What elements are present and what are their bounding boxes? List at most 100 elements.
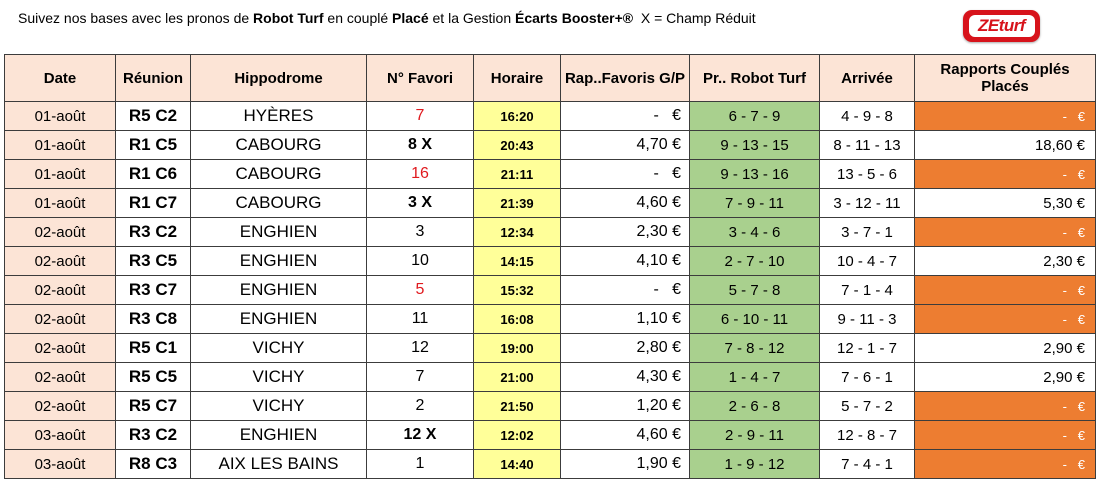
hippodrome-cell: ENGHIEN xyxy=(190,217,367,247)
arrivee-cell: 12 - 8 - 7 xyxy=(819,420,915,450)
robot-turf-cell: 2 - 7 - 10 xyxy=(689,246,820,276)
rap-favoris-cell: 4,60 € xyxy=(560,188,690,218)
table-row: 01-août R1 C5 CABOURG 8 X 20:43 4,70 €9 - 13 … xyxy=(4,130,1096,160)
results-table: Date Réunion Hippodrome N° Favori Horair… xyxy=(4,54,1096,479)
table-row: 03-août R8 C3 AIX LES BAINS 1 14:40 1,90 €1 -… xyxy=(4,449,1096,479)
hippodrome-cell: CABOURG xyxy=(190,188,367,218)
robot-turf-cell: 5 - 7 - 8 xyxy=(689,275,820,305)
reunion-cell: R5 C1 xyxy=(115,333,191,363)
page-header: Suivez nos bases avec les pronos de Robo… xyxy=(0,0,1096,54)
horaire-cell: 12:02 xyxy=(473,420,561,450)
hippodrome-cell: VICHY xyxy=(190,333,367,363)
rapports-cell: 2,90 € xyxy=(914,362,1096,392)
intro-text: Suivez nos bases avec les pronos de Robo… xyxy=(18,10,756,26)
rapports-cell: 2,90 € xyxy=(914,333,1096,363)
arrivee-cell: 4 - 9 - 8 xyxy=(819,101,915,131)
rap-favoris-cell: 4,60 € xyxy=(560,420,690,450)
date-cell: 02-août xyxy=(4,391,116,421)
date-cell: 03-août xyxy=(4,449,116,479)
robot-turf-cell: 9 - 13 - 16 xyxy=(689,159,820,189)
robot-turf-label: Robot Turf xyxy=(253,10,324,26)
favori-cell: 5 xyxy=(366,275,474,305)
col-header-reunion: Réunion xyxy=(115,54,191,102)
reunion-cell: R3 C5 xyxy=(115,246,191,276)
favori-cell: 1 xyxy=(366,449,474,479)
arrivee-cell: 12 - 1 - 7 xyxy=(819,333,915,363)
reunion-cell: R1 C6 xyxy=(115,159,191,189)
robot-turf-cell: 2 - 9 - 11 xyxy=(689,420,820,450)
favori-cell: 2 xyxy=(366,391,474,421)
rap-favoris-cell: 2,30 € xyxy=(560,217,690,247)
col-header-rap-favoris: Rap..Favoris G/P xyxy=(560,54,690,102)
rap-favoris-cell: - € xyxy=(560,159,690,189)
robot-turf-cell: 2 - 6 - 8 xyxy=(689,391,820,421)
date-cell: 01-août xyxy=(4,159,116,189)
favori-cell: 10 xyxy=(366,246,474,276)
favori-cell: 12 xyxy=(366,333,474,363)
favori-cell: 7 xyxy=(366,101,474,131)
rap-favoris-cell: 4,70 € xyxy=(560,130,690,160)
horaire-cell: 16:08 xyxy=(473,304,561,334)
favori-cell: 8 X xyxy=(366,130,474,160)
robot-turf-cell: 6 - 10 - 11 xyxy=(689,304,820,334)
favori-cell: 12 X xyxy=(366,420,474,450)
arrivee-cell: 7 - 6 - 1 xyxy=(819,362,915,392)
horaire-cell: 14:40 xyxy=(473,449,561,479)
arrivee-cell: 7 - 4 - 1 xyxy=(819,449,915,479)
hippodrome-cell: ENGHIEN xyxy=(190,304,367,334)
date-cell: 02-août xyxy=(4,246,116,276)
hippodrome-cell: VICHY xyxy=(190,362,367,392)
intro-text-2: en couplé xyxy=(323,10,393,26)
date-cell: 02-août xyxy=(4,333,116,363)
table-row: 02-août R5 C1 VICHY 12 19:00 2,80 €7 - 8 - 12… xyxy=(4,333,1096,363)
table-row: 01-août R1 C6 CABOURG 16 21:11- €9 - 13 - 16… xyxy=(4,159,1096,189)
hippodrome-cell: VICHY xyxy=(190,391,367,421)
horaire-cell: 21:39 xyxy=(473,188,561,218)
arrivee-cell: 13 - 5 - 6 xyxy=(819,159,915,189)
date-cell: 01-août xyxy=(4,130,116,160)
horaire-cell: 15:32 xyxy=(473,275,561,305)
arrivee-cell: 9 - 11 - 3 xyxy=(819,304,915,334)
intro-text-4: X = Champ Réduit xyxy=(633,10,756,26)
rapports-cell: - € xyxy=(914,275,1096,305)
reunion-cell: R3 C2 xyxy=(115,420,191,450)
col-header-rapports: Rapports Couplés Placés xyxy=(914,54,1096,102)
table-row: 01-août R1 C7 CABOURG 3 X 21:39 4,60 €7 - 9 -… xyxy=(4,188,1096,218)
col-header-arrivee: Arrivée xyxy=(819,54,915,102)
rapports-cell: - € xyxy=(914,159,1096,189)
table-row: 02-août R3 C8 ENGHIEN 11 16:08 1,10 €6 - 10 -… xyxy=(4,304,1096,334)
rapports-cell: - € xyxy=(914,304,1096,334)
col-header-favori: N° Favori xyxy=(366,54,474,102)
date-cell: 01-août xyxy=(4,188,116,218)
arrivee-cell: 10 - 4 - 7 xyxy=(819,246,915,276)
arrivee-cell: 8 - 11 - 13 xyxy=(819,130,915,160)
reunion-cell: R3 C7 xyxy=(115,275,191,305)
zeturf-logo-badge: ZEturf xyxy=(968,15,1035,37)
horaire-cell: 19:00 xyxy=(473,333,561,363)
col-header-robot-turf: Pr.. Robot Turf xyxy=(689,54,820,102)
table-header-row: Date Réunion Hippodrome N° Favori Horair… xyxy=(4,54,1096,102)
horaire-cell: 20:43 xyxy=(473,130,561,160)
horaire-cell: 12:34 xyxy=(473,217,561,247)
date-cell: 01-août xyxy=(4,101,116,131)
robot-turf-cell: 6 - 7 - 9 xyxy=(689,101,820,131)
robot-turf-cell: 9 - 13 - 15 xyxy=(689,130,820,160)
rap-favoris-cell: 1,90 € xyxy=(560,449,690,479)
table-row: 02-août R3 C5 ENGHIEN 10 14:15 4,10 €2 - 7 - … xyxy=(4,246,1096,276)
robot-turf-cell: 7 - 9 - 11 xyxy=(689,188,820,218)
arrivee-cell: 7 - 1 - 4 xyxy=(819,275,915,305)
robot-turf-cell: 7 - 8 - 12 xyxy=(689,333,820,363)
zeturf-logo[interactable]: ZEturf xyxy=(963,10,1040,42)
hippodrome-cell: AIX LES BAINS xyxy=(190,449,367,479)
rapports-cell: - € xyxy=(914,449,1096,479)
rapports-cell: 2,30 € xyxy=(914,246,1096,276)
rapports-cell: - € xyxy=(914,420,1096,450)
hippodrome-cell: HYÈRES xyxy=(190,101,367,131)
favori-cell: 3 xyxy=(366,217,474,247)
date-cell: 02-août xyxy=(4,217,116,247)
place-label: Placé xyxy=(392,10,429,26)
robot-turf-cell: 1 - 9 - 12 xyxy=(689,449,820,479)
hippodrome-cell: CABOURG xyxy=(190,130,367,160)
